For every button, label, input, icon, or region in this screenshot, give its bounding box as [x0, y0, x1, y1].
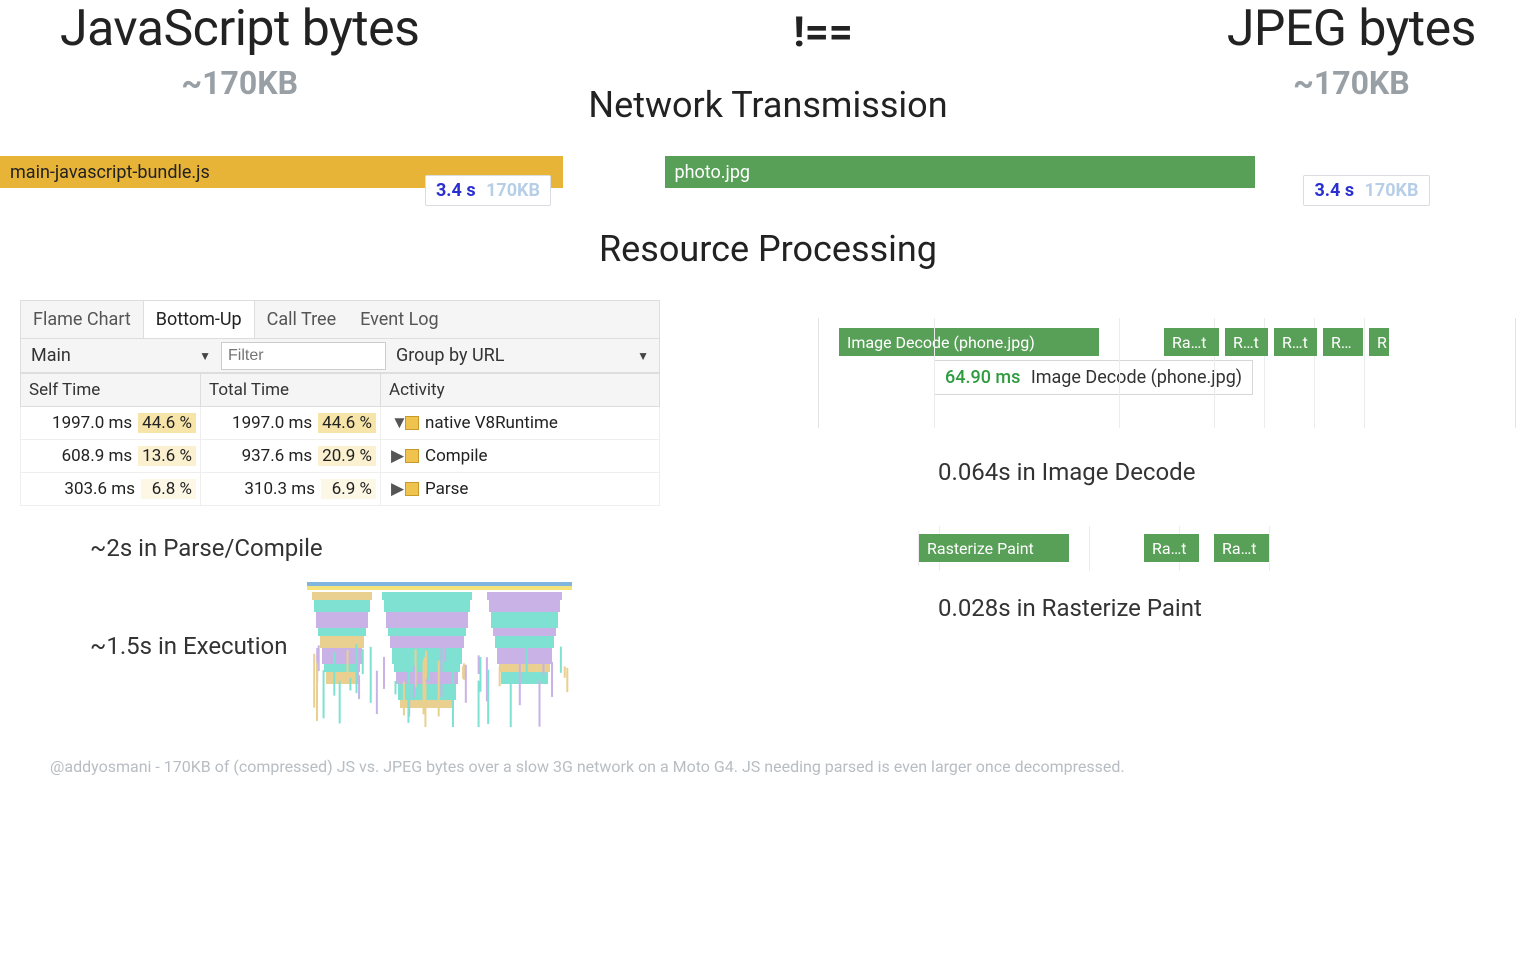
- js-badge-size: 170KB: [486, 180, 540, 201]
- chevron-down-icon: ▼: [199, 349, 211, 363]
- profiler-tabs: Flame ChartBottom-UpCall TreeEvent Log: [20, 300, 660, 339]
- tab-flame-chart[interactable]: Flame Chart: [21, 301, 143, 338]
- decode-small-block: R…: [1323, 328, 1363, 356]
- decode-small-block: R…t: [1274, 328, 1317, 356]
- parse-compile-metric: ~2s in Parse/Compile: [90, 534, 718, 562]
- jpeg-bar-label: photo.jpg: [675, 162, 751, 183]
- raster-block: Ra…t: [1144, 534, 1199, 562]
- execution-metric: ~1.5s in Execution: [90, 632, 287, 660]
- jpeg-bar: photo.jpg: [665, 156, 1255, 188]
- jpeg-badge-size: 170KB: [1365, 180, 1419, 201]
- profiler-table: Self TimeTotal TimeActivity 1997.0 ms44.…: [20, 373, 660, 506]
- jpeg-size: ~170KB: [1227, 64, 1476, 102]
- decode-small-block: R…t: [1225, 328, 1268, 356]
- processing-row: Flame ChartBottom-UpCall TreeEvent Log M…: [0, 300, 1536, 727]
- js-bar-label: main-javascript-bundle.js: [10, 162, 210, 183]
- js-title: JavaScript bytes: [60, 0, 419, 58]
- column-header[interactable]: Total Time: [201, 374, 381, 407]
- section-processing-title: Resource Processing: [0, 228, 1536, 270]
- processing-right: Image Decode (phone.jpg) 64.90 ms Image …: [818, 300, 1516, 727]
- group-label: Group by URL: [396, 345, 504, 366]
- decode-small-block: Ra…t: [1164, 328, 1219, 356]
- raster-timeline: Rasterize Paint Ra…t Ra…t: [918, 531, 1318, 566]
- decode-small-block: R: [1369, 328, 1389, 356]
- decode-tooltip-label: Image Decode (phone.jpg): [1031, 367, 1242, 388]
- header-left: JavaScript bytes ~170KB: [60, 0, 419, 102]
- decode-timeline: Image Decode (phone.jpg) 64.90 ms Image …: [818, 318, 1516, 428]
- group-selector[interactable]: Group by URL ▼: [386, 339, 659, 372]
- tab-bottom-up[interactable]: Bottom-Up: [143, 301, 255, 338]
- thread-selector[interactable]: Main ▼: [21, 339, 221, 372]
- jpeg-time: 3.4 s: [1314, 180, 1354, 201]
- chevron-down-icon: ▼: [637, 349, 649, 363]
- jpeg-title: JPEG bytes: [1227, 0, 1476, 58]
- column-header[interactable]: Activity: [381, 374, 660, 407]
- table-row[interactable]: 608.9 ms13.6 %937.6 ms20.9 %▶Compile: [21, 440, 660, 473]
- decode-main-block: Image Decode (phone.jpg): [839, 328, 1099, 356]
- js-size: ~170KB: [60, 64, 419, 102]
- jpeg-bar-wrap: photo.jpg 3.4 s 170KB: [665, 156, 1255, 188]
- raster-block: Ra…t: [1214, 534, 1269, 562]
- thread-label: Main: [31, 345, 71, 366]
- raster-metric: 0.028s in Rasterize Paint: [938, 594, 1516, 622]
- processing-left: Flame ChartBottom-UpCall TreeEvent Log M…: [20, 300, 718, 727]
- network-bars: main-javascript-bundle.js 3.4 s 170KB ph…: [0, 156, 1536, 188]
- decode-tooltip: 64.90 ms Image Decode (phone.jpg): [934, 360, 1253, 395]
- column-header[interactable]: Self Time: [21, 374, 201, 407]
- raster-block: Rasterize Paint: [919, 534, 1069, 562]
- flame-chart: [307, 582, 572, 727]
- footer-credit: @addyosmani - 170KB of (compressed) JS v…: [0, 727, 1536, 796]
- filter-input[interactable]: [221, 342, 386, 370]
- js-timing-badge: 3.4 s 170KB: [425, 175, 551, 206]
- decode-main-label: Image Decode (phone.jpg): [847, 333, 1035, 352]
- decode-tooltip-ms: 64.90 ms: [945, 367, 1020, 388]
- jpeg-timing-badge: 3.4 s 170KB: [1303, 175, 1429, 206]
- tab-event-log[interactable]: Event Log: [348, 301, 451, 338]
- header-right: JPEG bytes ~170KB: [1227, 0, 1476, 102]
- profiler-subbar: Main ▼ Group by URL ▼: [20, 339, 660, 373]
- not-equal-sign: !==: [793, 8, 853, 57]
- table-row[interactable]: 303.6 ms6.8 %310.3 ms6.9 %▶Parse: [21, 473, 660, 506]
- execution-row: ~1.5s in Execution: [20, 582, 718, 727]
- js-time: 3.4 s: [436, 180, 476, 201]
- js-bar-wrap: main-javascript-bundle.js 3.4 s 170KB: [0, 156, 563, 188]
- image-decode-metric: 0.064s in Image Decode: [938, 458, 1516, 486]
- table-row[interactable]: 1997.0 ms44.6 %1997.0 ms44.6 %▼native V8…: [21, 407, 660, 440]
- tab-call-tree[interactable]: Call Tree: [255, 301, 348, 338]
